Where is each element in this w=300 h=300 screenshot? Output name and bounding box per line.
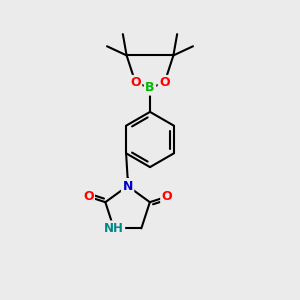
Text: O: O	[162, 190, 172, 203]
Text: O: O	[130, 76, 141, 89]
Text: N: N	[122, 179, 133, 193]
Text: NH: NH	[104, 222, 124, 235]
Text: O: O	[83, 190, 94, 203]
Text: O: O	[159, 76, 170, 89]
Text: B: B	[145, 81, 155, 94]
